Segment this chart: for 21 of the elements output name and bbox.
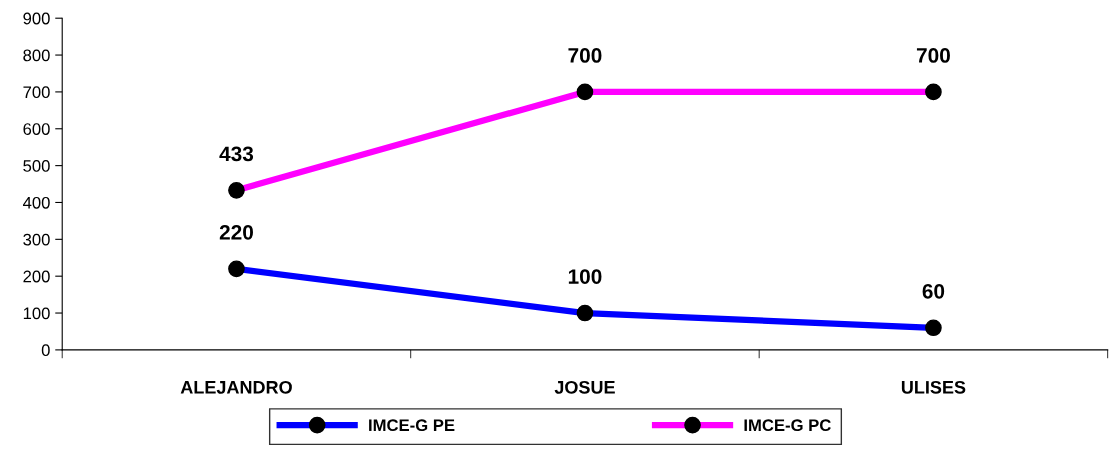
y-tick-label: 100 <box>23 307 50 320</box>
y-tick-label: 0 <box>41 344 50 357</box>
legend-label: IMCE-G PE <box>369 419 455 432</box>
x-tick-label: ALEJANDRO <box>180 380 292 394</box>
data-label: 100 <box>568 269 602 284</box>
y-tick-label: 400 <box>22 196 50 209</box>
data-label: 60 <box>922 283 945 299</box>
data-label: 700 <box>568 48 602 63</box>
y-tick-label: 600 <box>23 123 50 135</box>
y-tick-label: 200 <box>23 270 50 283</box>
y-tick-label: 300 <box>23 233 50 246</box>
data-label: 433 <box>219 146 254 162</box>
y-tick-label: 800 <box>23 49 50 62</box>
y-tick-label: 900 <box>23 12 50 25</box>
x-tick-label: ULISES <box>901 380 966 394</box>
legend-label: IMCE-G PC <box>744 419 831 432</box>
data-label: 700 <box>916 48 950 63</box>
y-tick-label: 500 <box>23 160 50 172</box>
y-tick-label: 700 <box>23 86 50 99</box>
x-tick-label: JOSUE <box>554 380 615 394</box>
data-label: 220 <box>219 224 253 240</box>
